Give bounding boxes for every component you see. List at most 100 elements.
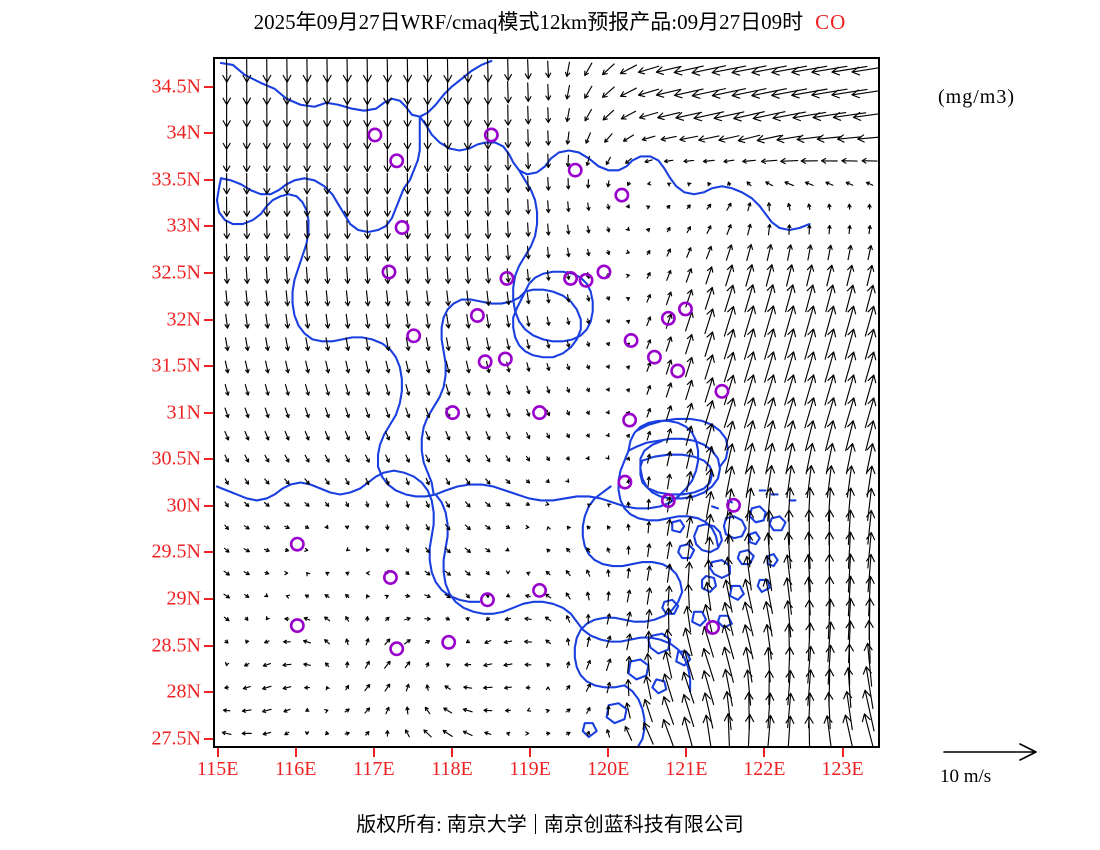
wind-arrow <box>284 430 290 441</box>
unit-label: (mg/m3) <box>938 86 1015 108</box>
wind-arrow <box>484 173 492 195</box>
wind-arrow <box>262 102 271 128</box>
wind-arrow <box>606 203 611 210</box>
wind-arrow <box>626 633 633 651</box>
wind-arrow <box>285 594 291 599</box>
wind-arrow <box>403 79 412 106</box>
wind-arrow <box>525 175 531 192</box>
wind-arrow <box>263 149 271 173</box>
y-axis-tick-label: 27.5N <box>151 727 201 750</box>
wind-arrow <box>566 247 571 258</box>
wind-arrow <box>243 548 250 553</box>
wind-arrow <box>626 181 631 187</box>
wind-arrow <box>845 597 855 640</box>
wind-arrow <box>445 313 451 329</box>
wind-arrow <box>346 547 351 552</box>
wind-arrow <box>745 442 756 475</box>
wind-arrow <box>344 454 350 463</box>
wind-arrow <box>545 639 551 645</box>
wind-arrow <box>444 570 451 576</box>
x-axis-tick <box>607 748 610 757</box>
wind-arrow <box>685 516 694 539</box>
wind-arrow <box>405 313 411 329</box>
wind-arrow <box>726 224 732 236</box>
wind-arrow <box>304 266 311 284</box>
wind-arrow <box>423 79 432 106</box>
wind-arrow <box>465 266 472 284</box>
wind-arrow <box>546 269 551 281</box>
wind-arrow <box>344 266 351 284</box>
wind-arrow <box>646 453 652 464</box>
wind-arrow <box>524 59 532 80</box>
wind-arrow <box>345 571 350 576</box>
wind-arrow <box>484 501 491 508</box>
wind-arrow <box>825 668 835 707</box>
y-axis-tick <box>204 272 213 275</box>
wind-arrow <box>846 264 855 287</box>
wind-arrow <box>525 501 530 506</box>
x-axis-tick-label: 117E <box>353 758 395 780</box>
wind-arrow <box>241 731 252 736</box>
wind-arrow <box>744 691 754 730</box>
wind-arrow <box>663 158 674 164</box>
wind-arrow <box>526 315 531 327</box>
wind-arrow <box>861 713 874 746</box>
wind-arrow <box>242 102 251 128</box>
wind-arrow <box>424 594 431 599</box>
wind-arrow <box>444 593 451 599</box>
wind-arrow <box>723 159 735 164</box>
wind-arrow <box>384 266 391 284</box>
wind-arrow <box>285 360 290 374</box>
wind-arrow <box>585 364 591 370</box>
wind-arrow <box>324 731 330 736</box>
wind-arrow <box>685 561 693 585</box>
wind-arrow <box>384 219 391 240</box>
wind-arrow <box>663 628 673 655</box>
wind-arrow <box>463 126 472 150</box>
wind-arrow <box>462 707 473 713</box>
wind-arrow <box>546 362 551 372</box>
wind-arrow <box>263 243 271 262</box>
wind-arrow <box>725 465 736 498</box>
wind-arrow <box>765 181 774 187</box>
station-marker <box>469 308 485 323</box>
wind-arrow <box>383 79 392 106</box>
wind-arrow <box>745 264 755 287</box>
wind-arrow <box>365 731 370 736</box>
wind-arrow <box>655 88 682 98</box>
wind-arrow <box>731 65 767 76</box>
wind-arrow <box>704 559 714 588</box>
wind-arrow <box>565 592 571 600</box>
wind-arrow <box>506 314 511 328</box>
wind-arrow <box>646 565 652 581</box>
wind-arrow <box>343 149 351 173</box>
wind-arrow <box>224 524 229 530</box>
wind-arrow <box>244 313 250 329</box>
wind-arrow <box>645 630 653 653</box>
wind-arrow <box>811 88 848 99</box>
wind-arrow <box>464 196 472 217</box>
wind-arrow <box>606 569 611 577</box>
wind-arrow <box>506 593 511 598</box>
wind-arrow <box>305 337 311 352</box>
wind-arrow <box>284 547 290 553</box>
wind-arrow <box>425 313 431 329</box>
wind-arrow <box>224 313 230 329</box>
wind-arrow <box>645 205 651 210</box>
wind-arrow <box>764 305 776 338</box>
wind-arrow <box>444 547 451 554</box>
wind-arrow <box>804 305 817 337</box>
wind-arrow <box>566 547 571 553</box>
wind-arrow <box>785 715 795 746</box>
wind-arrow <box>698 135 720 143</box>
wind-arrow <box>693 111 725 122</box>
wind-arrow <box>364 243 371 262</box>
wind-arrow <box>861 157 878 164</box>
wind-arrow <box>423 149 432 173</box>
wind-arrow <box>264 337 270 352</box>
wind-arrow <box>606 705 611 716</box>
wind-arrow <box>625 273 630 278</box>
wind-arrow <box>742 646 753 683</box>
y-axis-tick-label: 31.5N <box>151 354 201 377</box>
wind-arrow <box>424 706 431 715</box>
